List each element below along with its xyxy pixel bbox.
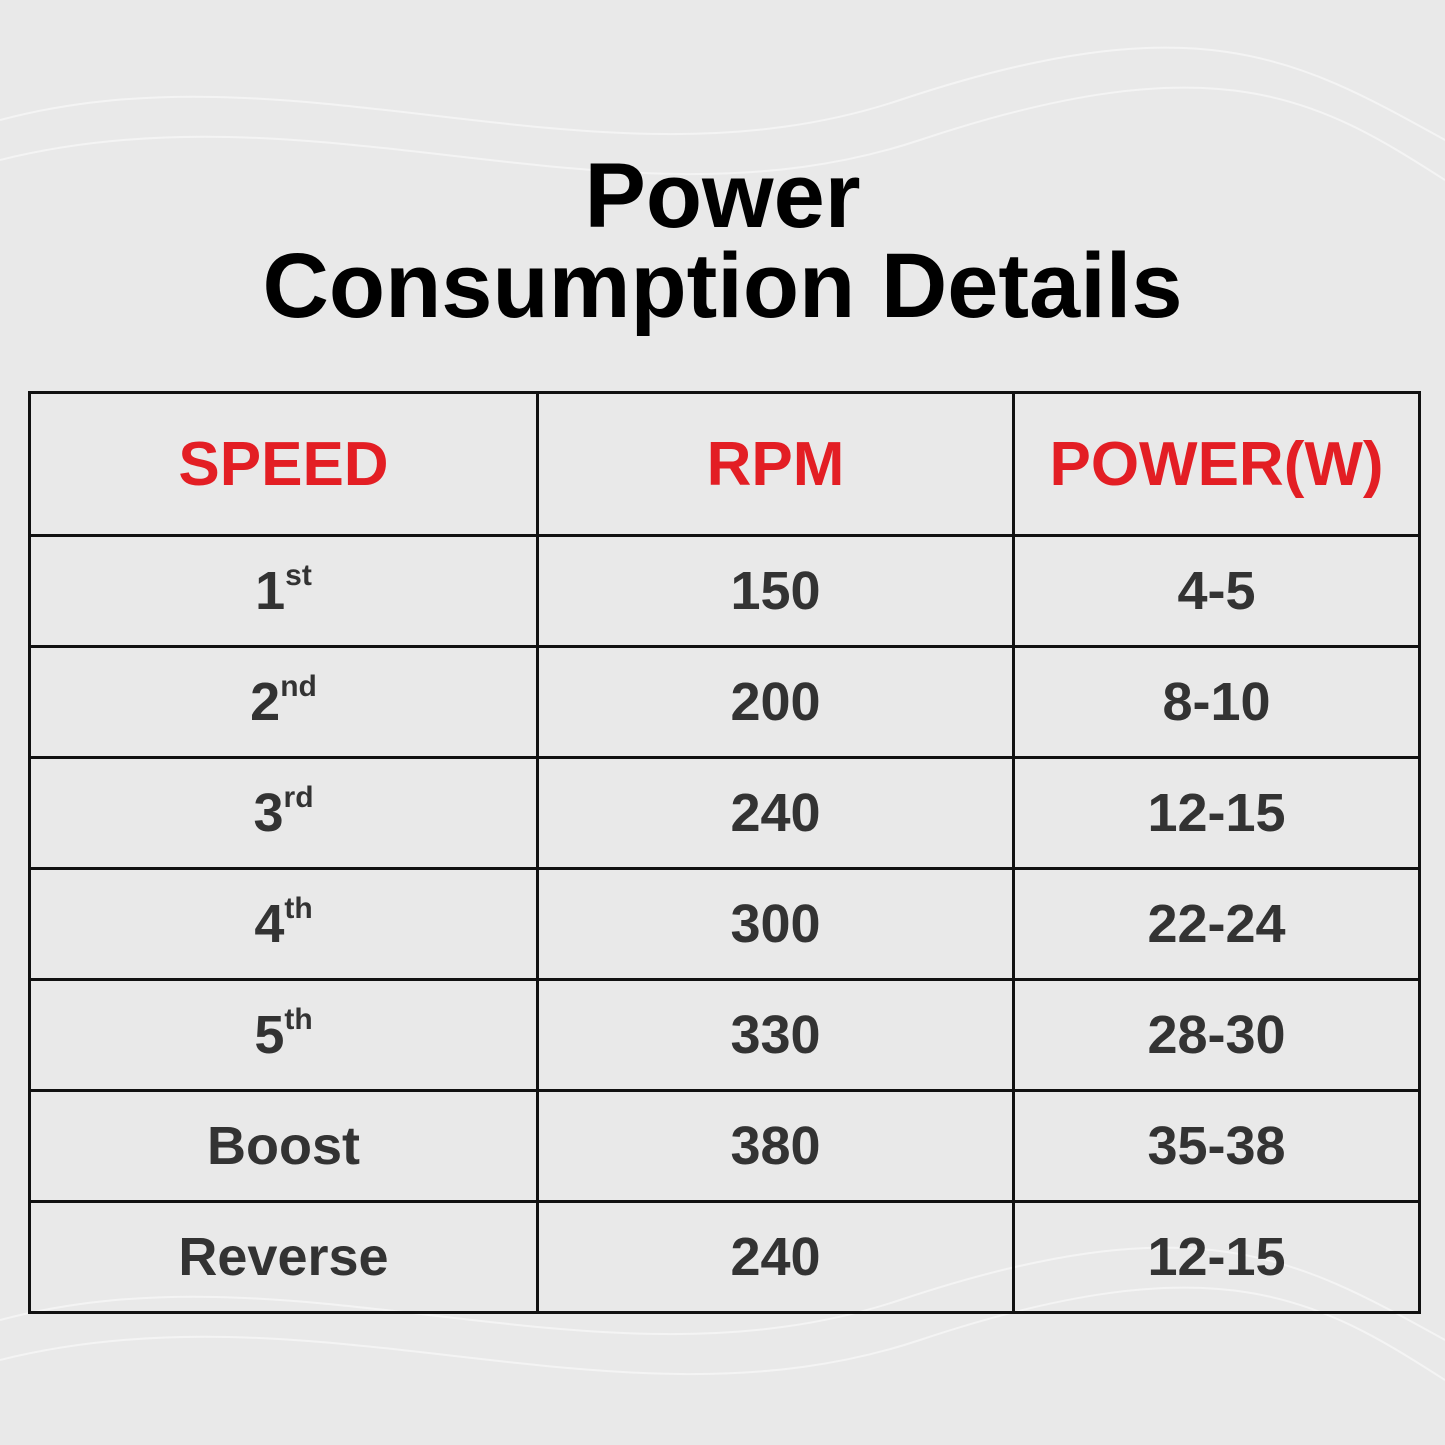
table-cell: 1st	[28, 534, 539, 648]
ordinal-suffix: th	[284, 1003, 313, 1036]
table-row: Boost 380 35-38	[28, 1089, 1421, 1203]
table-cell: 35-38	[1012, 1089, 1421, 1203]
ordinal-suffix: rd	[283, 781, 314, 814]
ordinal-suffix: st	[285, 559, 312, 592]
header-cell: SPEED	[28, 391, 539, 537]
table-row: 4th 300 22-24	[28, 867, 1421, 981]
table-row: 1st 150 4-5	[28, 534, 1421, 648]
ordinal-number: 5	[254, 1005, 285, 1065]
table-cell: 200	[536, 645, 1015, 759]
table-row: 2nd 200 8-10	[28, 645, 1421, 759]
header-row: SPEED RPM POWER(W)	[28, 391, 1421, 537]
title-line: Power	[584, 145, 861, 247]
table-cell: 12-15	[1012, 756, 1421, 870]
table-cell: 28-30	[1012, 978, 1421, 1092]
table-cell: 240	[536, 756, 1015, 870]
table-cell: 240	[536, 1200, 1015, 1314]
table-cell: 22-24	[1012, 867, 1421, 981]
table-cell: Boost	[28, 1089, 539, 1203]
table-row: Reverse 240 12-15	[28, 1200, 1421, 1314]
table-cell: Reverse	[28, 1200, 539, 1314]
ordinal-number: 4	[254, 894, 285, 954]
table-cell: 8-10	[1012, 645, 1421, 759]
table-cell: 4-5	[1012, 534, 1421, 648]
table-cell: 380	[536, 1089, 1015, 1203]
table-cell: 12-15	[1012, 1200, 1421, 1314]
ordinal-number: 2	[250, 672, 281, 732]
table-row: 3rd 240 12-15	[28, 756, 1421, 870]
ordinal-suffix: th	[284, 892, 313, 925]
header-cell: POWER(W)	[1012, 391, 1421, 537]
header-cell: RPM	[536, 391, 1015, 537]
table-cell: 150	[536, 534, 1015, 648]
ordinal-suffix: nd	[280, 670, 317, 703]
table-cell: 4th	[28, 867, 539, 981]
table-cell: 330	[536, 978, 1015, 1092]
title-line: Consumption Details	[262, 235, 1183, 337]
ordinal-number: 3	[253, 783, 284, 843]
table-cell: 300	[536, 867, 1015, 981]
power-table: SPEED RPM POWER(W) 1st 150 4-5 2nd 200 8-10 3rd 2…	[28, 391, 1421, 1314]
table-cell: 2nd	[28, 645, 539, 759]
table-cell: 3rd	[28, 756, 539, 870]
table-cell: 5th	[28, 978, 539, 1092]
table-row: 5th 330 28-30	[28, 978, 1421, 1092]
ordinal-number: 1	[255, 561, 286, 621]
